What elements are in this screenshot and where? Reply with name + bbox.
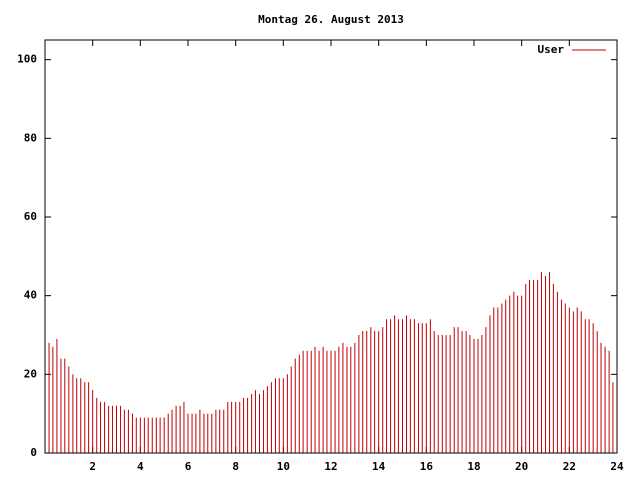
x-tick-label: 18 xyxy=(467,460,480,473)
x-tick-label: 8 xyxy=(232,460,239,473)
x-tick-label: 4 xyxy=(137,460,144,473)
plot-border xyxy=(44,39,618,454)
y-tick-label: 80 xyxy=(24,131,37,144)
chart-title: Montag 26. August 2013 xyxy=(258,13,404,26)
x-tick-label: 2 xyxy=(89,460,96,473)
x-tick-label: 12 xyxy=(324,460,337,473)
x-tick-label: 20 xyxy=(515,460,528,473)
x-tick-label: 24 xyxy=(610,460,624,473)
x-tick-label: 14 xyxy=(372,460,386,473)
x-tick-label: 10 xyxy=(277,460,290,473)
x-tick-label: 22 xyxy=(563,460,576,473)
y-tick-label: 100 xyxy=(17,53,37,66)
y-tick-label: 20 xyxy=(24,367,37,380)
legend-label: User xyxy=(538,43,565,56)
y-tick-label: 60 xyxy=(24,210,37,223)
x-tick-label: 16 xyxy=(420,460,434,473)
y-tick-label: 0 xyxy=(30,446,37,459)
y-tick-label: 40 xyxy=(24,289,37,302)
x-tick-label: 6 xyxy=(185,460,192,473)
